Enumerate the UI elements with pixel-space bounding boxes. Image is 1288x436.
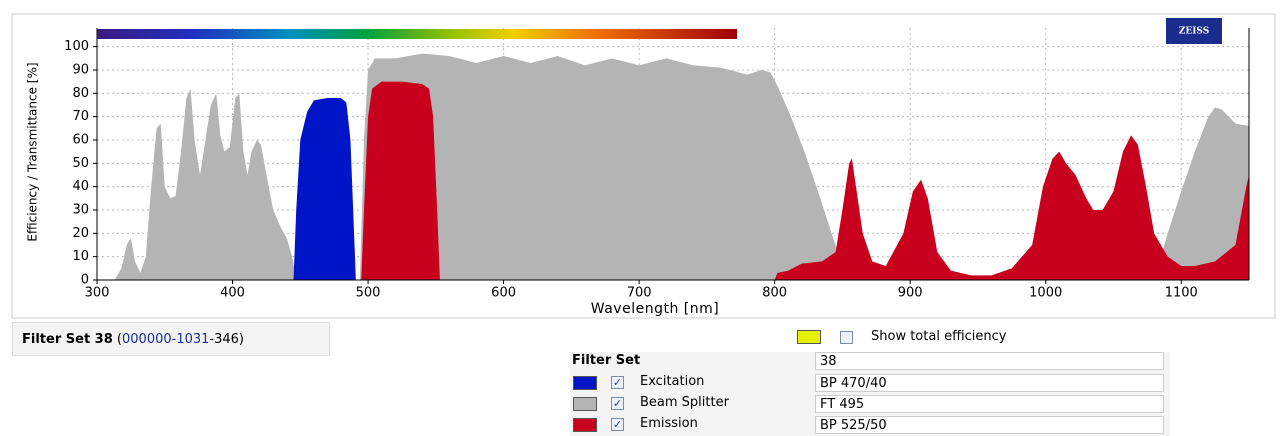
row-swatch [573, 397, 597, 411]
table-header-value: 38 [815, 352, 1164, 370]
x-tick-label: 400 [220, 286, 245, 301]
filter-id-open: ( [112, 332, 122, 347]
logo-box [1166, 18, 1222, 44]
y-tick-label: 30 [72, 203, 89, 218]
y-tick-label: 70 [72, 109, 89, 124]
x-tick-label: 600 [491, 286, 516, 301]
x-tick-label: 900 [898, 286, 923, 301]
table-header: Filter Set [572, 353, 641, 368]
total-efficiency-label[interactable]: Show total efficiency [871, 329, 1007, 344]
filter-id-name: Filter Set 38 [22, 332, 113, 347]
x-tick-label: 1000 [1029, 286, 1062, 301]
total-efficiency-swatch [797, 330, 821, 344]
row-checkbox[interactable]: ✓ [611, 376, 624, 389]
row-label: Emission [640, 416, 698, 431]
y-tick-label: 0 [81, 273, 89, 288]
spectrum-bar [97, 29, 737, 39]
row-checkbox[interactable]: ✓ [611, 397, 624, 410]
row-value: BP 470/40 [815, 374, 1164, 392]
x-tick-label: 700 [627, 286, 652, 301]
chart-frame [11, 13, 1276, 319]
y-tick-label: 20 [72, 226, 89, 241]
row-swatch [573, 376, 597, 390]
area-2 [361, 81, 1249, 281]
y-tick-label: 80 [72, 86, 89, 101]
y-tick-label: 100 [64, 39, 89, 54]
filter-id-code: 000000-1031 [122, 332, 210, 347]
y-tick-label: 40 [72, 179, 89, 194]
row-value: FT 495 [815, 395, 1164, 413]
filter-id: Filter Set 38 (000000-1031-346) [22, 332, 244, 347]
x-tick-label: 800 [762, 286, 787, 301]
x-axis-label: Wavelength [nm] [591, 301, 719, 317]
x-tick-label: 500 [356, 286, 381, 301]
row-checkbox[interactable]: ✓ [611, 418, 624, 431]
plot: 0 10 20 30 40 50 60 70 80 90 100 300 400 500 600 700 800… [64, 28, 1250, 301]
row-label: Beam Splitter [640, 395, 729, 410]
y-tick-label: 90 [72, 63, 89, 78]
filter-id-box [12, 322, 330, 356]
y-tick-label: 50 [72, 156, 89, 171]
total-efficiency-checkbox[interactable] [840, 331, 853, 344]
y-axis-label: Efficiency / Transmittance [%] [26, 62, 40, 241]
x-tick-label: 1100 [1165, 286, 1198, 301]
row-label: Excitation [640, 374, 705, 389]
y-tick-label: 10 [72, 249, 89, 264]
filter-id-rest: -346) [209, 332, 244, 347]
x-tick-label: 300 [85, 286, 110, 301]
logo: ZEISS [1179, 27, 1209, 37]
row-swatch [573, 418, 597, 432]
area-1 [293, 98, 356, 280]
row-value: BP 525/50 [815, 416, 1164, 434]
y-tick-label: 60 [72, 133, 89, 148]
